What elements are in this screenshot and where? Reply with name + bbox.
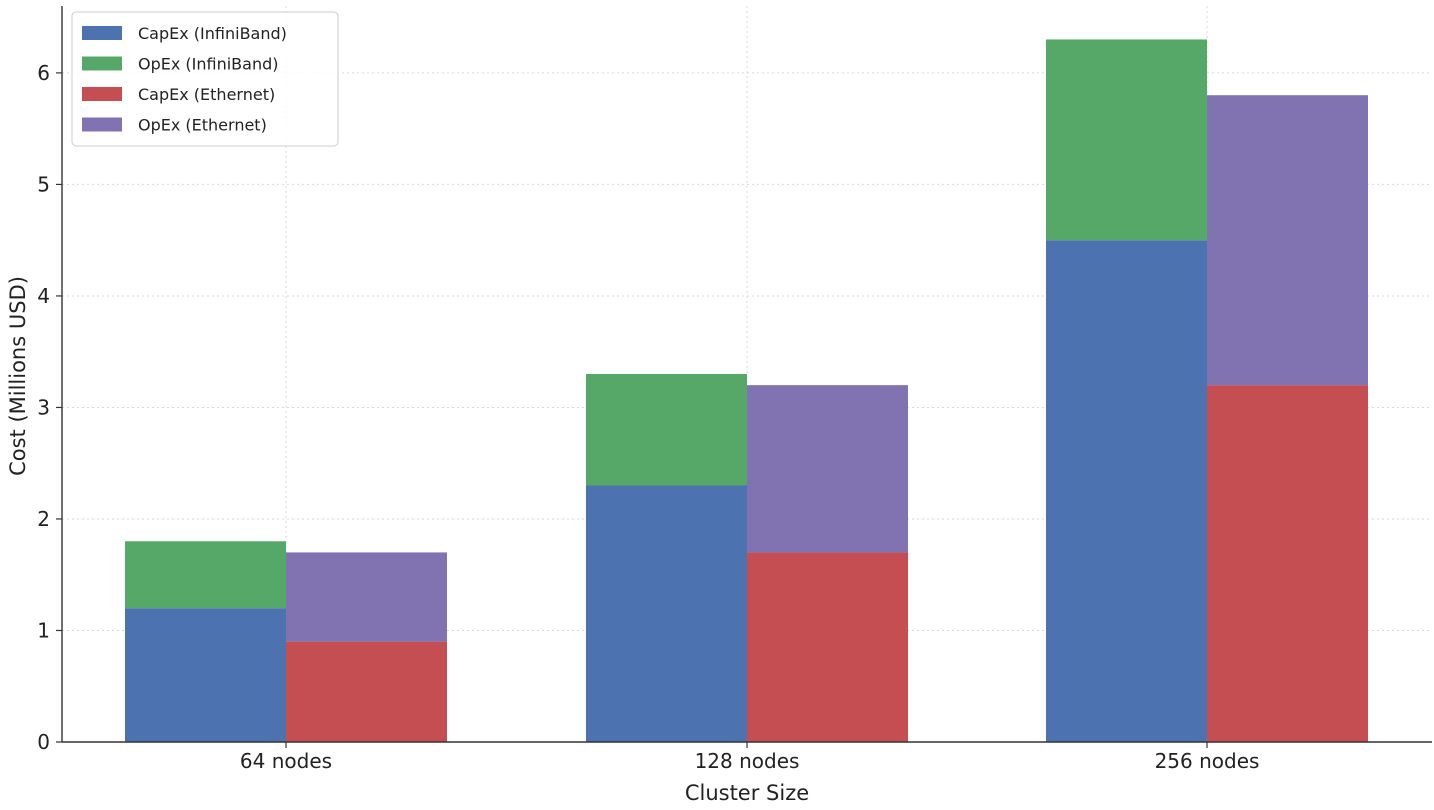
legend-label: OpEx (Ethernet): [138, 116, 267, 135]
bar-capex-ethernet: [747, 552, 908, 742]
bar-opex-infiniband: [1046, 39, 1207, 241]
bar-opex-ethernet: [1207, 95, 1368, 386]
y-tick-label: 3: [37, 395, 50, 419]
legend-label: OpEx (InfiniBand): [138, 55, 279, 74]
legend-swatch: [82, 56, 122, 71]
bar-capex-ethernet: [1207, 385, 1368, 742]
legend-label: CapEx (InfiniBand): [138, 24, 287, 43]
y-tick-label: 6: [37, 61, 50, 85]
bar-opex-ethernet: [747, 385, 908, 553]
legend: CapEx (InfiniBand) OpEx (InfiniBand) CapEx…: [71, 11, 339, 147]
x-axis-title: Cluster Size: [685, 781, 809, 805]
y-tick-label: 4: [37, 284, 50, 308]
bar-opex-ethernet: [286, 552, 447, 642]
bar-opex-infiniband: [586, 374, 747, 486]
axes: 0 1 2 3 4 5 6 64 nodes 128 nodes 256 nodes: [37, 6, 1432, 773]
bars: [125, 39, 1368, 742]
legend-swatch: [82, 26, 122, 40]
x-tick-label: 256 nodes: [1155, 749, 1260, 773]
bar-capex-infiniband: [125, 608, 286, 742]
bar-opex-infiniband: [125, 541, 286, 609]
x-tick-label: 64 nodes: [240, 749, 332, 773]
y-tick-label: 0: [37, 730, 50, 754]
legend-swatch: [82, 87, 122, 101]
y-tick-label: 1: [37, 618, 50, 642]
x-tick-label: 128 nodes: [695, 749, 800, 773]
bar-capex-infiniband: [1046, 240, 1207, 742]
legend-box: [71, 11, 339, 147]
y-tick-label: 2: [37, 507, 50, 531]
y-tick-label: 5: [37, 172, 50, 196]
bar-capex-infiniband: [586, 485, 747, 742]
bar-capex-ethernet: [286, 641, 447, 742]
y-axis-title: Cost (Millions USD): [6, 276, 30, 476]
legend-label: CapEx (Ethernet): [138, 85, 275, 104]
legend-swatch: [82, 117, 122, 132]
